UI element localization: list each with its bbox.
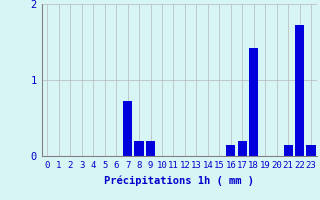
- Bar: [249, 48, 258, 156]
- Bar: [295, 25, 304, 156]
- Bar: [238, 141, 247, 156]
- Bar: [146, 141, 155, 156]
- Bar: [307, 145, 316, 156]
- Bar: [226, 145, 236, 156]
- Bar: [123, 101, 132, 156]
- X-axis label: Précipitations 1h ( mm ): Précipitations 1h ( mm ): [104, 175, 254, 186]
- Bar: [134, 141, 144, 156]
- Bar: [284, 145, 293, 156]
